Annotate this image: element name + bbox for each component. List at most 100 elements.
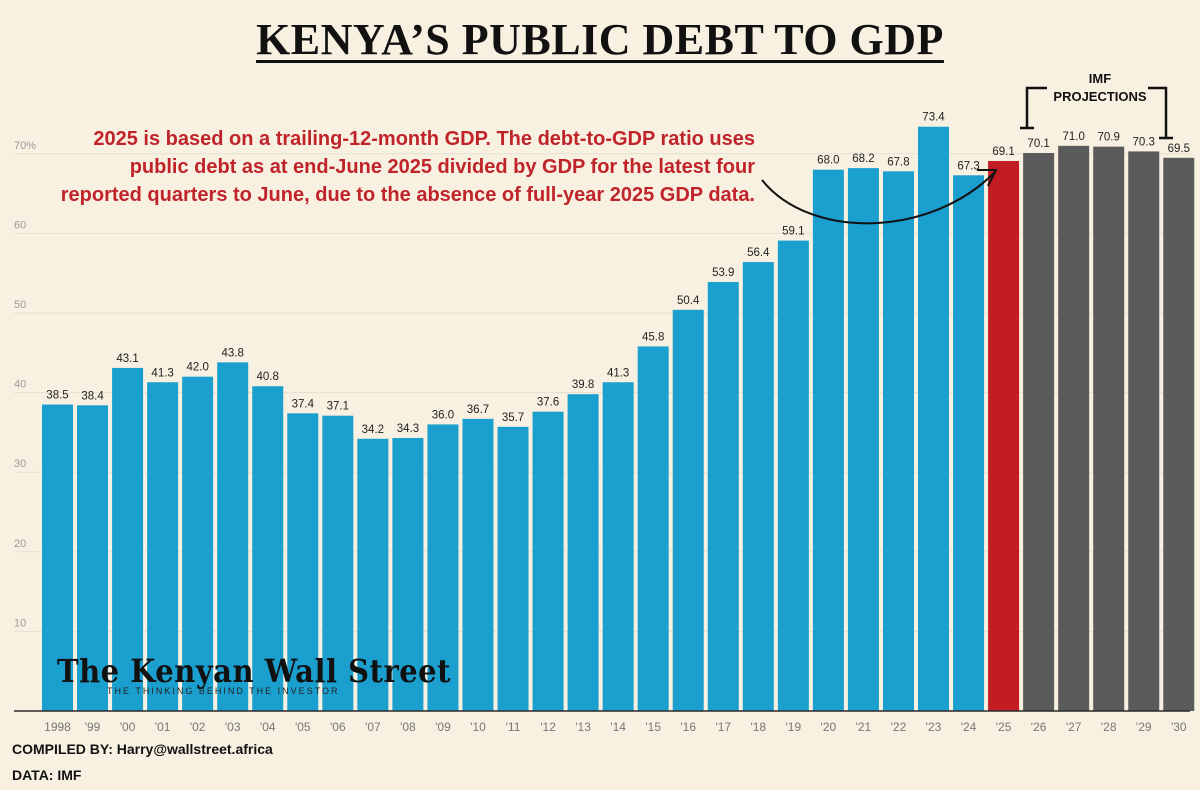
x-tick-label: '25 xyxy=(996,720,1012,734)
bar-16 xyxy=(672,309,704,711)
x-tick-label: '21 xyxy=(856,720,872,734)
bar-07 xyxy=(357,438,389,711)
bar-01 xyxy=(147,382,179,711)
bar-18 xyxy=(742,262,774,711)
x-tick-label: 1998 xyxy=(44,720,71,734)
x-tick-label: '10 xyxy=(470,720,486,734)
value-labels: 38.5 38.4 43.1 41.3 42.0 43.8 40.8 37.4 37.1 34.2… xyxy=(46,112,1190,436)
x-tick-label: '24 xyxy=(961,720,977,734)
value-label: 39.8 xyxy=(572,379,594,391)
brand-logo: The Kenyan Wall Street THE THINKING BEHI… xyxy=(57,652,452,696)
value-label: 70.9 xyxy=(1098,132,1120,144)
x-tick-label: '11 xyxy=(506,720,521,734)
value-label: 68.0 xyxy=(817,155,839,167)
x-tick-label: '26 xyxy=(1031,720,1047,734)
x-tick-label: '09 xyxy=(435,720,451,734)
value-label: 50.4 xyxy=(677,295,700,307)
bar-27 xyxy=(1058,145,1090,712)
imf-projections-label: IMF PROJECTIONS xyxy=(1045,70,1155,106)
value-label: 69.1 xyxy=(992,146,1014,158)
x-tick-label: '16 xyxy=(680,720,696,734)
y-tick-label: 70% xyxy=(14,140,36,152)
bar-13 xyxy=(567,394,599,711)
bar-23 xyxy=(918,126,949,711)
value-label: 73.4 xyxy=(922,112,945,124)
x-tick-label: '22 xyxy=(891,720,907,734)
bar-11 xyxy=(497,426,529,711)
value-label: 41.3 xyxy=(607,367,629,379)
bar-04 xyxy=(252,386,284,711)
x-tick-label: '01 xyxy=(155,720,171,734)
bar-28 xyxy=(1093,146,1125,712)
value-label: 37.4 xyxy=(292,398,315,410)
bar-24 xyxy=(953,175,985,712)
value-label: 67.8 xyxy=(887,156,909,168)
value-label: 35.7 xyxy=(502,412,524,424)
x-tick-label: '08 xyxy=(400,720,416,734)
bar-99 xyxy=(77,405,109,711)
bars xyxy=(42,126,1195,712)
bar-05 xyxy=(287,413,319,711)
bar-29 xyxy=(1128,151,1160,712)
x-tick-label: '05 xyxy=(295,720,311,734)
value-label: 40.8 xyxy=(257,371,279,383)
value-label: 56.4 xyxy=(747,247,770,259)
x-tick-label: '28 xyxy=(1101,720,1117,734)
value-label: 45.8 xyxy=(642,331,664,343)
y-tick-label: 20 xyxy=(14,538,26,550)
x-axis-labels: 1998 '99 '00 '01 '02 '03 '04 '05 '06 '07 '08 '09 '10… xyxy=(44,720,1187,734)
bar-10 xyxy=(462,418,494,711)
annotation-arrowhead-icon xyxy=(977,169,998,187)
value-label: 67.3 xyxy=(957,160,979,172)
bar-22 xyxy=(882,171,914,711)
bar-09 xyxy=(427,424,459,711)
value-label: 69.5 xyxy=(1168,143,1190,155)
compiled-by: COMPILED BY: Harry@wallstreet.africa xyxy=(12,741,273,757)
bar-17 xyxy=(707,281,739,711)
x-tick-label: '04 xyxy=(260,720,276,734)
bar-14 xyxy=(602,382,634,711)
x-tick-label: '06 xyxy=(330,720,346,734)
y-tick-label: 10 xyxy=(14,617,26,629)
x-tick-label: '27 xyxy=(1066,720,1082,734)
imf-projections-line1: IMF xyxy=(1088,71,1112,86)
value-label: 36.7 xyxy=(467,404,489,416)
x-tick-label: '14 xyxy=(610,720,626,734)
x-tick-label: '02 xyxy=(190,720,206,734)
bar-30 xyxy=(1163,157,1195,711)
bar-1998 xyxy=(42,404,73,711)
bar-06 xyxy=(322,415,354,711)
y-tick-label: 40 xyxy=(14,379,26,391)
imf-projections-line2: PROJECTIONS xyxy=(1053,89,1147,104)
bar-25 xyxy=(988,160,1020,712)
bar-08 xyxy=(392,437,424,711)
value-label: 43.8 xyxy=(222,347,244,359)
y-tick-label: 60 xyxy=(14,219,26,231)
bar-19 xyxy=(777,240,809,711)
x-tick-label: '29 xyxy=(1136,720,1152,734)
x-tick-label: '12 xyxy=(540,720,556,734)
value-label: 70.1 xyxy=(1027,138,1049,150)
value-label: 34.2 xyxy=(362,424,384,436)
x-tick-label: '20 xyxy=(821,720,837,734)
logo-name: The Kenyan Wall Street xyxy=(57,652,452,690)
bar-15 xyxy=(637,346,669,711)
value-label: 53.9 xyxy=(712,267,734,279)
bar-00 xyxy=(112,367,144,711)
value-label: 70.3 xyxy=(1133,136,1155,148)
x-tick-label: '17 xyxy=(715,720,731,734)
y-tick-label: 30 xyxy=(14,458,26,470)
value-label: 38.4 xyxy=(81,390,104,402)
x-tick-label: '00 xyxy=(120,720,136,734)
bar-12 xyxy=(532,411,564,711)
value-label: 37.6 xyxy=(537,397,559,409)
x-tick-label: '07 xyxy=(365,720,381,734)
value-label: 36.0 xyxy=(432,409,454,421)
value-label: 34.3 xyxy=(397,423,419,435)
value-label: 38.5 xyxy=(46,390,68,402)
bar-26 xyxy=(1023,153,1055,711)
x-tick-label: '99 xyxy=(85,720,101,734)
x-tick-label: '18 xyxy=(750,720,766,734)
projection-bracket-right xyxy=(1148,86,1173,140)
